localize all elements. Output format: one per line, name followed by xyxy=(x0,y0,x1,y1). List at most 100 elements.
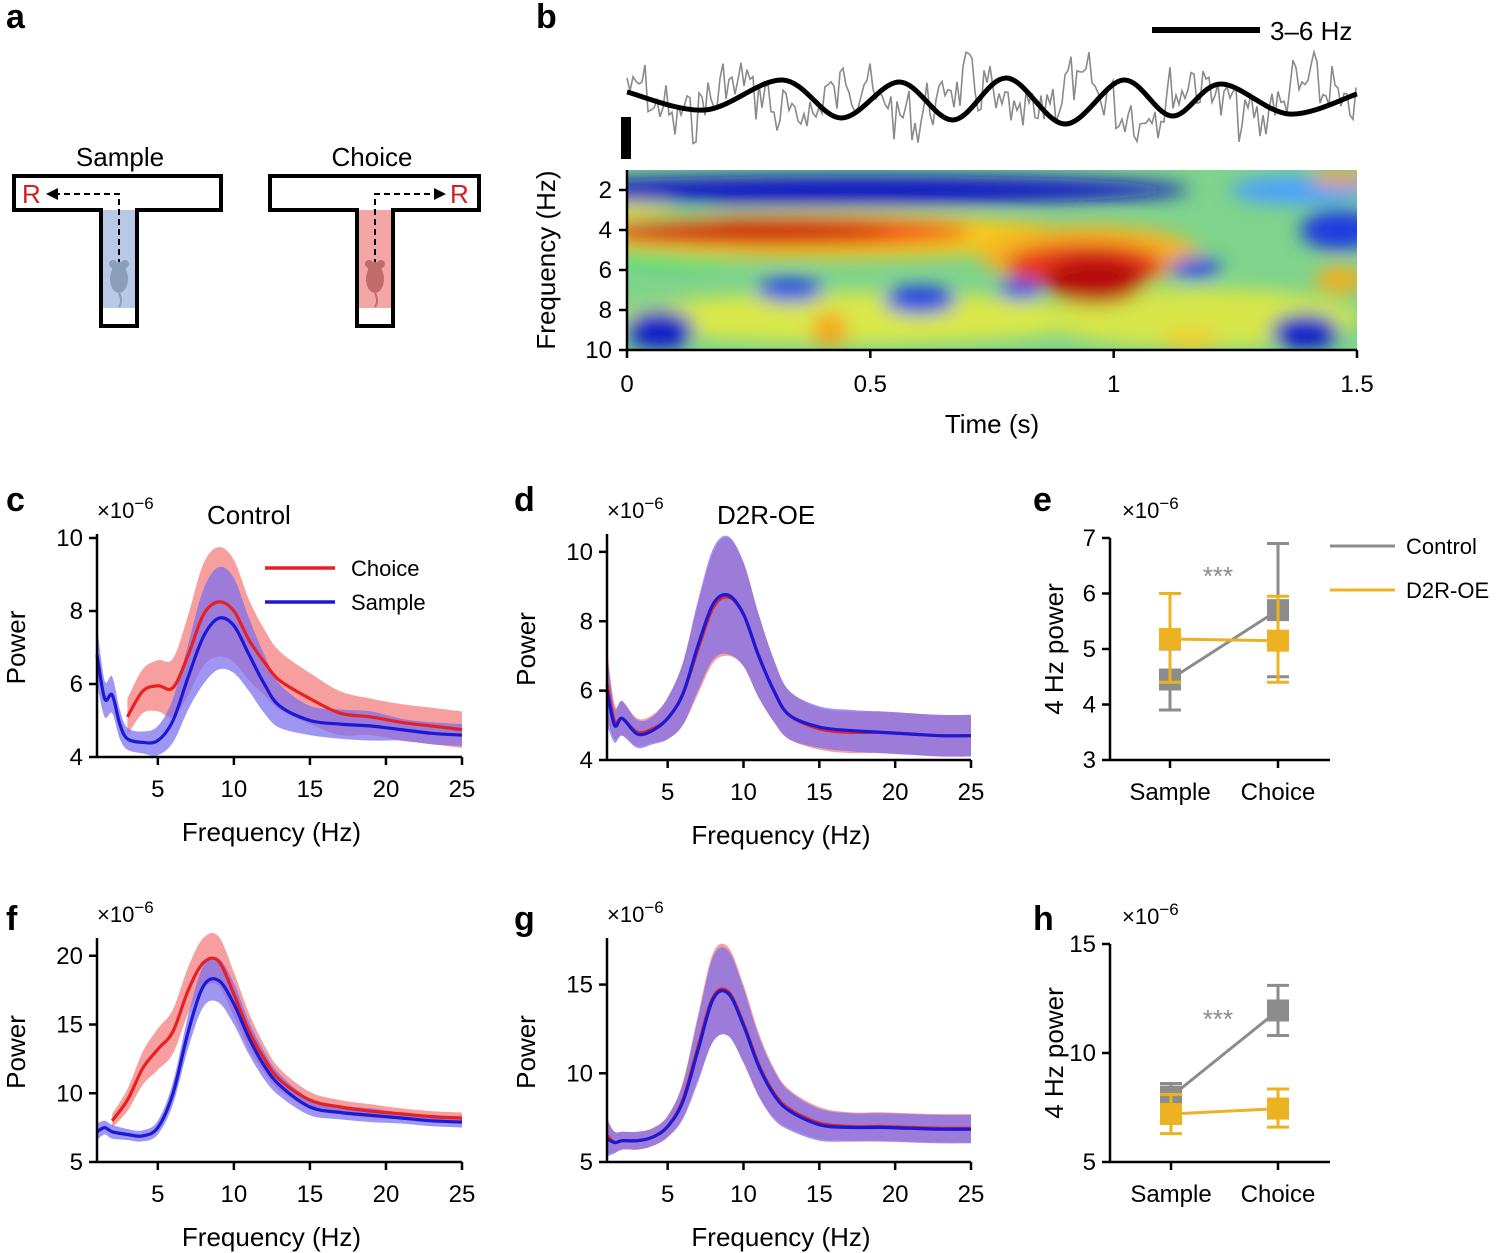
x-tick-label: 25 xyxy=(958,779,985,806)
panel-label-e: e xyxy=(1033,481,1052,519)
x-tick-label: 15 xyxy=(806,779,833,806)
y-tick-label: 10 xyxy=(56,1080,83,1107)
control-connector-line xyxy=(1169,608,1279,681)
sample-t-maze xyxy=(12,174,223,328)
multiplier-exponent: −6 xyxy=(134,494,153,513)
significance-marker: *** xyxy=(1203,1004,1233,1034)
mouse-icon xyxy=(109,260,129,308)
x-tick-label: Sample xyxy=(1129,779,1210,806)
y-tick-label: 5 xyxy=(580,1149,593,1176)
y-tick-label: 15 xyxy=(566,972,593,999)
x-tick-label: 25 xyxy=(449,1181,476,1208)
legend-label: Control xyxy=(1406,534,1477,559)
panel-c-control-spectrum: 5 10 15 20 25 4 6 8 10 Frequency (Hz) Power ×10−6 Co… xyxy=(1,494,475,847)
y-tick-label: 8 xyxy=(599,297,612,324)
panel-e-4hz-power: 3 4 5 6 7 Sample Choice 4 Hz power ×10−6 *** Contr… xyxy=(1039,494,1489,806)
panel-h-4hz-power: 5 10 15 Sample Choice 4 Hz power ×10−6 *** xyxy=(1039,900,1330,1208)
sample-confidence-band xyxy=(607,947,971,1157)
panel-label-h: h xyxy=(1033,900,1054,938)
spectrogram-panel: 3–6 Hz xyxy=(531,16,1374,439)
t-maze-diagram: Sample R Choice R xyxy=(12,142,481,328)
control-connector-line xyxy=(1170,1009,1279,1098)
y-tick-label: 8 xyxy=(70,598,83,625)
x-tick-label: 5 xyxy=(151,776,164,803)
x-tick-label: 0 xyxy=(620,371,633,398)
y-axis-label: Power xyxy=(511,612,541,686)
d2r-oe-connector-line xyxy=(1169,637,1279,643)
y-tick-label: 8 xyxy=(580,608,593,635)
x-tick-label: Choice xyxy=(1241,1181,1316,1208)
y-axis-label: 4 Hz power xyxy=(1039,583,1069,715)
choice-maze-label: Choice xyxy=(332,142,413,172)
sample-confidence-band xyxy=(97,956,462,1142)
y-axis-label: 4 Hz power xyxy=(1039,987,1069,1119)
panel-title: Control xyxy=(207,500,291,530)
y-tick-label: 3 xyxy=(1083,747,1096,774)
y-tick-label: 5 xyxy=(1083,1149,1096,1176)
multiplier-exponent: −6 xyxy=(1159,494,1178,513)
y-tick-label: 7 xyxy=(1083,525,1096,552)
y-tick-label: 15 xyxy=(56,1012,83,1039)
y-axis-label: Power xyxy=(1,1015,31,1089)
multiplier-exponent: −6 xyxy=(644,494,663,513)
sample-series-line xyxy=(606,989,972,1145)
y-tick-label: 10 xyxy=(566,539,593,566)
x-tick-label: 20 xyxy=(373,776,400,803)
multiplier-exponent: −6 xyxy=(134,898,153,917)
x-tick-label: 20 xyxy=(882,779,909,806)
multiplier-base: ×10 xyxy=(97,498,134,523)
panel-g-d2r-spectrum: 5 10 15 20 25 5 10 15 Frequency (Hz) Power ×10−6 xyxy=(511,898,984,1252)
x-tick-label: 1 xyxy=(1107,371,1120,398)
sample-series-line xyxy=(95,616,463,745)
y-axis-label: Power xyxy=(511,1015,541,1089)
y-tick-label: 10 xyxy=(1069,1040,1096,1067)
data-point-marker xyxy=(1267,629,1289,652)
x-tick-label: 20 xyxy=(373,1181,400,1208)
panel-label-a: a xyxy=(6,0,26,36)
multiplier-base: ×10 xyxy=(1122,498,1159,523)
x-tick-label: 25 xyxy=(958,1181,985,1208)
data-point-marker xyxy=(1267,999,1289,1022)
arrow-left-icon xyxy=(46,188,58,200)
y-tick-label: 5 xyxy=(70,1149,83,1176)
panel-label-g: g xyxy=(514,900,535,938)
sample-path-arrow xyxy=(52,193,120,275)
y-tick-label: 4 xyxy=(599,217,612,244)
x-tick-label: 15 xyxy=(297,776,324,803)
multiplier-label: ×10−6 xyxy=(97,494,154,523)
y-tick-label: 6 xyxy=(580,678,593,705)
panel-label-c: c xyxy=(6,481,25,519)
sample-reward-label: R xyxy=(22,179,41,209)
y-axis-label: Power xyxy=(1,610,31,684)
x-tick-label: 10 xyxy=(221,1181,248,1208)
choice-series-line xyxy=(126,600,463,732)
y-tick-label: 4 xyxy=(1083,692,1096,719)
legend-label: Choice xyxy=(351,556,419,581)
d2r-oe-connector-line xyxy=(1170,1107,1279,1116)
scalebar-label: 3–6 Hz xyxy=(1270,16,1352,46)
x-tick-label: 20 xyxy=(882,1181,909,1208)
choice-series-line xyxy=(110,956,463,1122)
y-tick-label: 5 xyxy=(1083,636,1096,663)
panel-d-d2r-spectrum: 5 10 15 20 25 4 6 8 10 Frequency (Hz) Power ×10−6 D2… xyxy=(511,494,984,850)
multiplier-base: ×10 xyxy=(97,902,134,927)
panel-label-f: f xyxy=(6,900,18,938)
data-point-marker xyxy=(1160,1103,1182,1126)
panel-f-control-spectrum: 5 10 15 20 25 5 10 15 20 Frequency (Hz) Power ×10−6 xyxy=(1,898,475,1252)
x-tick-label: 5 xyxy=(661,1181,674,1208)
x-axis-label: Frequency (Hz) xyxy=(182,1222,361,1252)
choice-reward-label: R xyxy=(450,179,469,209)
x-tick-label: 15 xyxy=(297,1181,324,1208)
x-tick-label: Sample xyxy=(1130,1181,1211,1208)
choice-t-maze xyxy=(268,174,481,328)
y-tick-label: 10 xyxy=(585,337,612,364)
y-tick-label: 10 xyxy=(566,1060,593,1087)
y-tick-label: 6 xyxy=(1083,581,1096,608)
x-tick-label: 15 xyxy=(806,1181,833,1208)
y-tick-label: 10 xyxy=(56,525,83,552)
y-tick-label: 20 xyxy=(56,943,83,970)
x-axis-label: Frequency (Hz) xyxy=(691,1222,870,1252)
panel-title: D2R-OE xyxy=(717,500,815,530)
y-tick-label: 6 xyxy=(70,671,83,698)
